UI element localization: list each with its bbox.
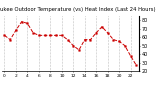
Text: Milwaukee Outdoor Temperature (vs) Heat Index (Last 24 Hours): Milwaukee Outdoor Temperature (vs) Heat … bbox=[0, 7, 156, 12]
